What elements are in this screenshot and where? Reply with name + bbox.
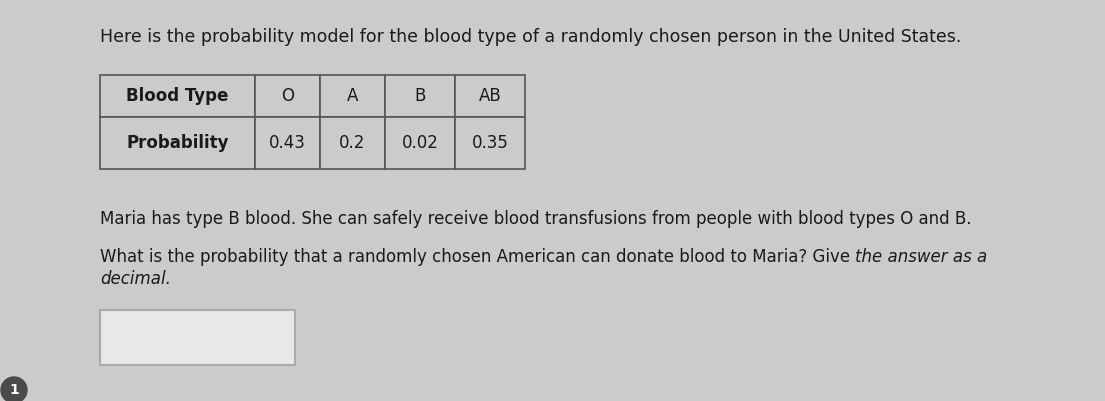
Text: What is the probability that a randomly chosen American can donate blood to Mari: What is the probability that a randomly … — [99, 248, 855, 266]
Text: AB: AB — [478, 87, 502, 105]
Bar — [385, 75, 455, 117]
Text: 1: 1 — [9, 383, 19, 397]
Text: A: A — [347, 87, 358, 105]
Bar — [455, 75, 525, 117]
Text: 0.02: 0.02 — [401, 134, 439, 152]
Text: the answer as a: the answer as a — [855, 248, 988, 266]
Text: O: O — [281, 87, 294, 105]
Bar — [255, 75, 320, 117]
Bar — [320, 117, 385, 169]
Text: Maria has type B blood. She can safely receive blood transfusions from people wi: Maria has type B blood. She can safely r… — [99, 210, 971, 228]
Bar — [385, 117, 455, 169]
Text: 0.43: 0.43 — [269, 134, 306, 152]
Bar — [320, 75, 385, 117]
Text: decimal.: decimal. — [99, 270, 171, 288]
Text: Here is the probability model for the blood type of a randomly chosen person in : Here is the probability model for the bl… — [99, 28, 961, 46]
Bar — [99, 75, 255, 117]
Bar — [99, 310, 295, 365]
Circle shape — [1, 377, 27, 401]
Text: B: B — [414, 87, 425, 105]
Bar — [99, 117, 255, 169]
Text: 0.35: 0.35 — [472, 134, 508, 152]
Text: 0.2: 0.2 — [339, 134, 366, 152]
Bar — [455, 117, 525, 169]
Text: Blood Type: Blood Type — [126, 87, 229, 105]
Text: Probability: Probability — [126, 134, 229, 152]
Bar — [255, 117, 320, 169]
